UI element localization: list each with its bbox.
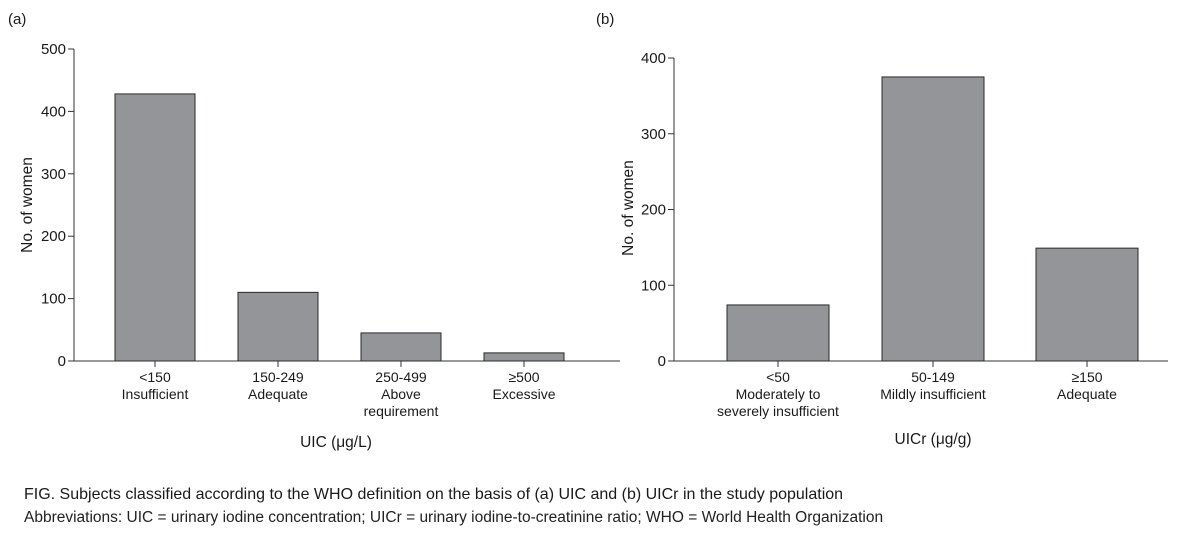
- caption-title: FIG. Subjects classified according to th…: [24, 486, 844, 503]
- bar: [114, 93, 196, 362]
- panel-label: (b): [596, 11, 614, 28]
- y-axis-title: No. of women: [620, 160, 637, 256]
- figure-canvas: (a) 0 100 200 300 400 500 <150 Insufficient 150-2…: [8, 11, 1168, 451]
- x-tick-label: <50 Moderately to severely insufficient: [717, 369, 839, 419]
- y-tick-label: 0: [658, 353, 666, 370]
- bar: [726, 304, 830, 362]
- y-tick-label: 300: [41, 166, 66, 183]
- y-tick-label: 200: [41, 228, 66, 245]
- panel-a-chart: (a) 0 100 200 300 400 500 <150 Insufficient 150-2…: [8, 11, 620, 451]
- bar: [360, 332, 442, 362]
- panel-b-chart: (b) 0 100 200 300 400 <50 Moderately to severely…: [596, 11, 1168, 448]
- y-tick-label: 300: [641, 126, 666, 143]
- panel-label: (a): [8, 11, 26, 28]
- x-tick-label: 50-149 Mildly insufficient: [880, 369, 986, 402]
- bar: [881, 76, 985, 362]
- x-tick-label: 150-249 Adequate: [248, 369, 308, 402]
- y-axis-title: No. of women: [19, 157, 36, 253]
- figure-caption: FIG. Subjects classified according to th…: [24, 486, 883, 527]
- y-tick-label: 100: [641, 277, 666, 294]
- y-tick-label: 0: [58, 353, 66, 370]
- x-axis-title: UICr (μg/g): [895, 431, 972, 448]
- y-tick-label: 100: [41, 291, 66, 308]
- x-tick-label: <150 Insufficient: [122, 369, 189, 402]
- caption-abbreviations: Abbreviations: UIC = urinary iodine conc…: [24, 509, 884, 526]
- y-tick-label: 400: [641, 50, 666, 67]
- bar: [237, 291, 319, 362]
- bar: [483, 352, 565, 362]
- x-tick-label: ≥500 Excessive: [492, 369, 555, 402]
- bar: [1035, 247, 1139, 362]
- x-tick-label: ≥150 Adequate: [1057, 369, 1117, 402]
- y-tick-label: 200: [641, 202, 666, 219]
- y-tick-label: 500: [41, 41, 66, 58]
- y-tick-label: 400: [41, 103, 66, 120]
- x-axis-title: UIC (μg/L): [300, 434, 372, 451]
- x-tick-label: 250-499 Above requirement: [364, 369, 439, 419]
